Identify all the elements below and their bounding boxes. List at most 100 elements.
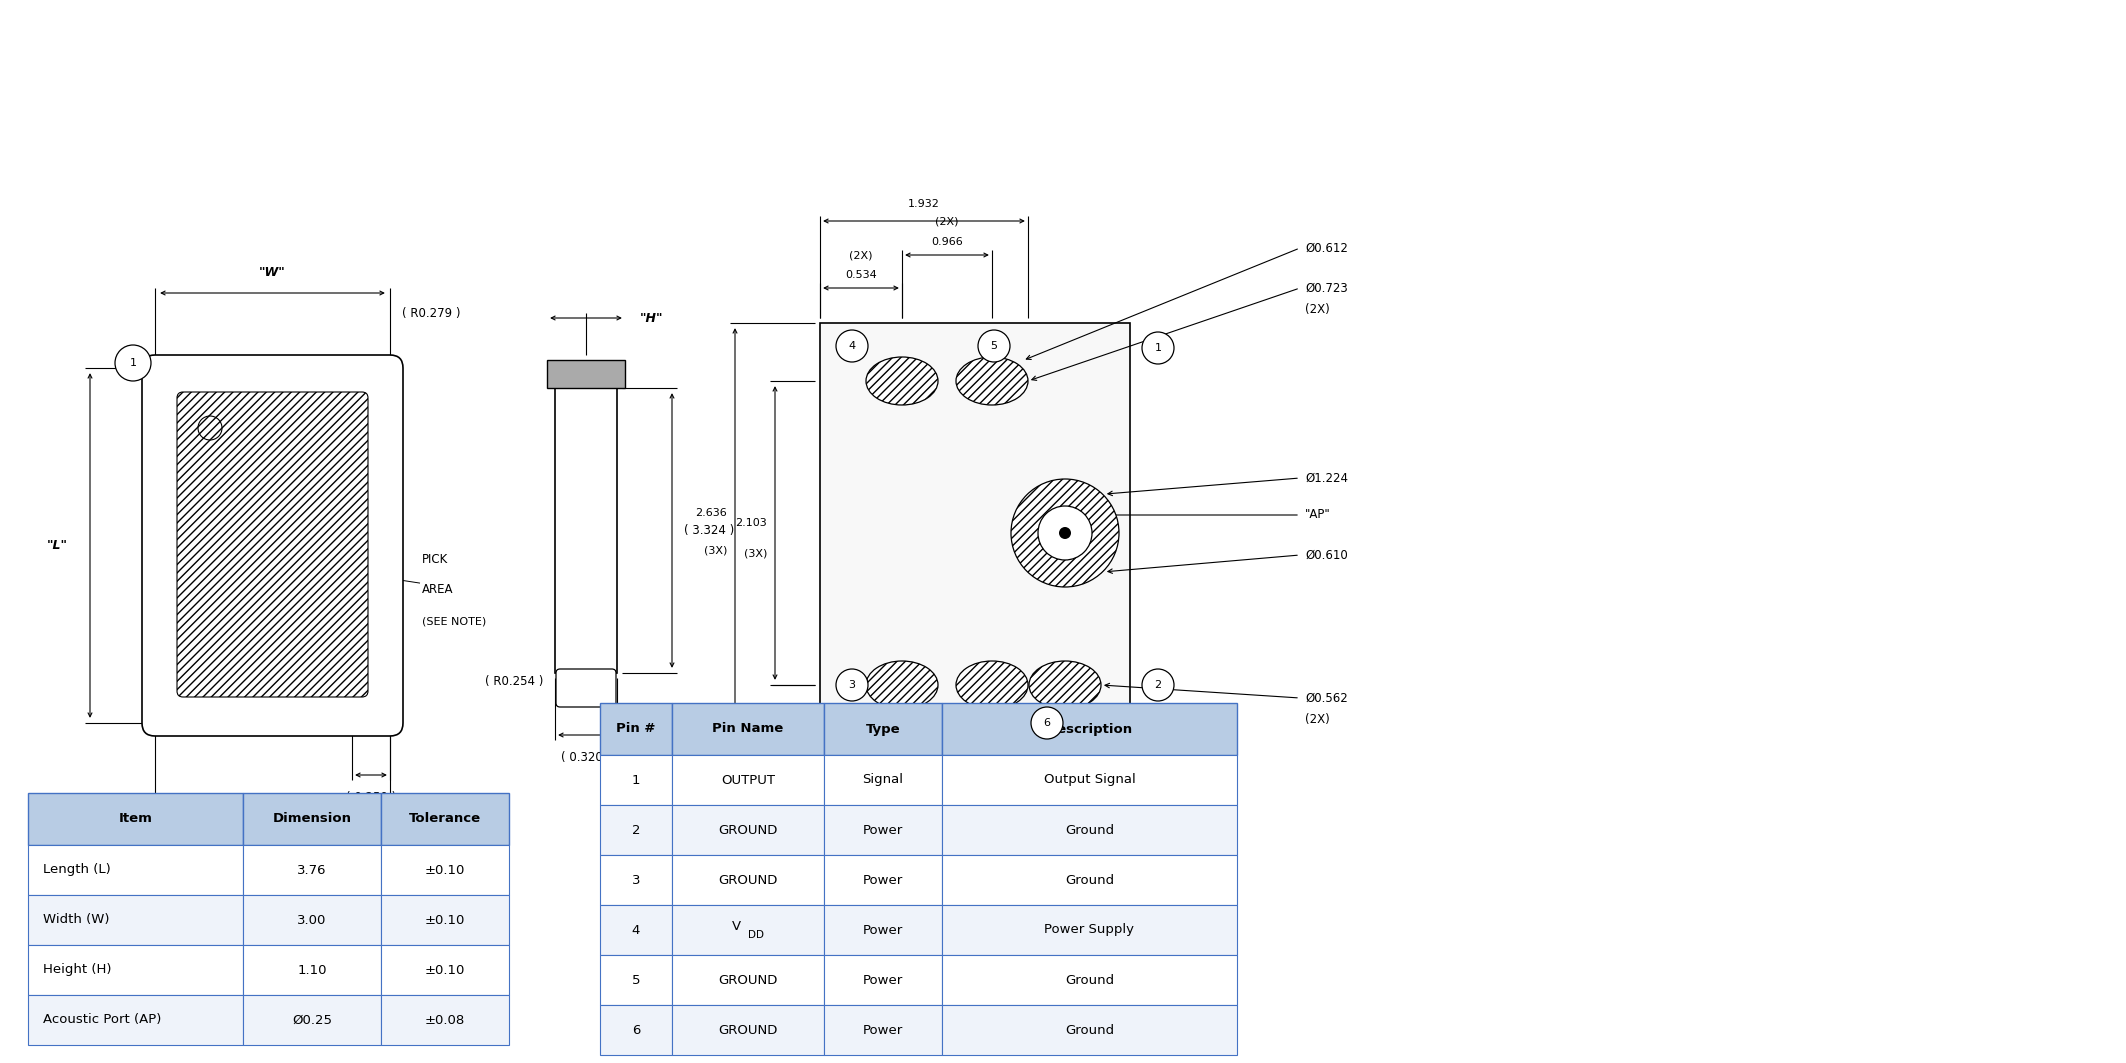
Bar bbox=[825, 805, 942, 855]
Text: OUTPUT: OUTPUT bbox=[721, 774, 776, 787]
Bar bbox=[672, 1005, 825, 1054]
Text: (2X): (2X) bbox=[935, 813, 959, 823]
Bar bbox=[825, 1005, 942, 1054]
Text: 2: 2 bbox=[1154, 680, 1161, 690]
Bar bbox=[600, 955, 672, 1005]
Text: GROUND: GROUND bbox=[719, 974, 778, 986]
Text: Ground: Ground bbox=[1065, 824, 1114, 837]
Bar bbox=[942, 755, 1237, 805]
Text: AREA: AREA bbox=[421, 584, 453, 596]
Text: ( R0.254 ): ( R0.254 ) bbox=[485, 675, 542, 688]
Bar bbox=[381, 995, 508, 1045]
Text: DD: DD bbox=[748, 930, 763, 940]
Bar bbox=[600, 755, 672, 805]
Text: PICK: PICK bbox=[421, 553, 449, 567]
Text: GROUND: GROUND bbox=[719, 874, 778, 887]
Text: Ground: Ground bbox=[1065, 974, 1114, 986]
Text: (2X): (2X) bbox=[891, 813, 914, 823]
Text: 6: 6 bbox=[1044, 718, 1050, 728]
Text: Power: Power bbox=[863, 824, 904, 837]
Text: Acoustic Port (AP): Acoustic Port (AP) bbox=[43, 1013, 162, 1027]
Text: Signal: Signal bbox=[863, 774, 904, 787]
Bar bbox=[825, 955, 942, 1005]
Bar bbox=[242, 793, 381, 845]
Text: ( 0.320 ): ( 0.320 ) bbox=[561, 750, 610, 764]
Bar bbox=[28, 945, 242, 995]
Text: Ø0.610: Ø0.610 bbox=[1305, 549, 1348, 561]
Circle shape bbox=[1031, 707, 1063, 739]
Text: 1: 1 bbox=[631, 774, 640, 787]
Text: ( 2.534 ): ( 2.534 ) bbox=[247, 839, 298, 853]
Text: (3X): (3X) bbox=[704, 546, 727, 556]
Text: 4: 4 bbox=[848, 341, 855, 351]
Ellipse shape bbox=[957, 661, 1029, 709]
Text: 2.636: 2.636 bbox=[695, 508, 727, 518]
Text: Height (H): Height (H) bbox=[43, 963, 111, 977]
Text: Power: Power bbox=[863, 874, 904, 887]
Bar bbox=[600, 1005, 672, 1054]
Text: 1.10: 1.10 bbox=[298, 963, 327, 977]
Bar bbox=[942, 905, 1237, 955]
Text: ±0.10: ±0.10 bbox=[425, 863, 466, 877]
Text: (SEE NOTE): (SEE NOTE) bbox=[421, 617, 487, 626]
Circle shape bbox=[115, 345, 151, 381]
Bar bbox=[825, 703, 942, 755]
Circle shape bbox=[836, 330, 867, 362]
Text: Power: Power bbox=[863, 974, 904, 986]
Text: ( R0.279 ): ( R0.279 ) bbox=[402, 306, 461, 320]
Text: Ø0.25: Ø0.25 bbox=[291, 1013, 332, 1027]
Text: 0.485: 0.485 bbox=[887, 793, 918, 803]
Text: GROUND: GROUND bbox=[719, 824, 778, 837]
Ellipse shape bbox=[957, 357, 1029, 405]
Bar bbox=[825, 755, 942, 805]
Text: 6: 6 bbox=[631, 1024, 640, 1036]
Text: (2X): (2X) bbox=[935, 217, 959, 227]
Ellipse shape bbox=[865, 357, 938, 405]
Bar bbox=[242, 945, 381, 995]
Bar bbox=[942, 855, 1237, 905]
Bar bbox=[600, 905, 672, 955]
Text: "AP": "AP" bbox=[1305, 508, 1331, 522]
Bar bbox=[600, 805, 672, 855]
Text: Dimension: Dimension bbox=[272, 812, 351, 826]
Bar bbox=[381, 895, 508, 945]
Text: Width (W): Width (W) bbox=[43, 913, 111, 927]
Bar bbox=[942, 805, 1237, 855]
Text: (2X): (2X) bbox=[746, 731, 770, 741]
Text: 2.031: 2.031 bbox=[931, 827, 963, 837]
Bar bbox=[672, 855, 825, 905]
Bar bbox=[672, 905, 825, 955]
Bar bbox=[381, 845, 508, 895]
Bar bbox=[825, 905, 942, 955]
Ellipse shape bbox=[865, 661, 938, 709]
Text: Output Signal: Output Signal bbox=[1044, 774, 1135, 787]
Text: (2X): (2X) bbox=[1305, 713, 1329, 726]
Bar bbox=[600, 703, 672, 755]
Text: Ground: Ground bbox=[1065, 1024, 1114, 1036]
Text: Power: Power bbox=[863, 924, 904, 937]
Bar bbox=[28, 895, 242, 945]
FancyBboxPatch shape bbox=[142, 355, 404, 736]
Bar bbox=[672, 755, 825, 805]
Text: Tolerance: Tolerance bbox=[408, 812, 480, 826]
Text: "L": "L" bbox=[47, 539, 68, 552]
Text: 3.76: 3.76 bbox=[298, 863, 327, 877]
Text: Ø0.562: Ø0.562 bbox=[1305, 692, 1348, 705]
Text: 1.932: 1.932 bbox=[908, 199, 940, 209]
Text: 1.015: 1.015 bbox=[931, 793, 963, 803]
Text: 1: 1 bbox=[1154, 343, 1161, 353]
Bar bbox=[242, 995, 381, 1045]
Bar bbox=[672, 703, 825, 755]
Circle shape bbox=[1037, 506, 1093, 560]
Bar bbox=[825, 855, 942, 905]
Bar bbox=[600, 855, 672, 905]
Bar bbox=[381, 945, 508, 995]
Bar bbox=[821, 323, 1131, 743]
Text: ( 3.324 ): ( 3.324 ) bbox=[685, 524, 733, 537]
Text: 0.534: 0.534 bbox=[846, 270, 876, 280]
Text: 0.634: 0.634 bbox=[738, 704, 770, 714]
Text: 4: 4 bbox=[631, 924, 640, 937]
Bar bbox=[28, 995, 242, 1045]
Text: V: V bbox=[731, 919, 740, 932]
Text: Ground: Ground bbox=[1065, 874, 1114, 887]
